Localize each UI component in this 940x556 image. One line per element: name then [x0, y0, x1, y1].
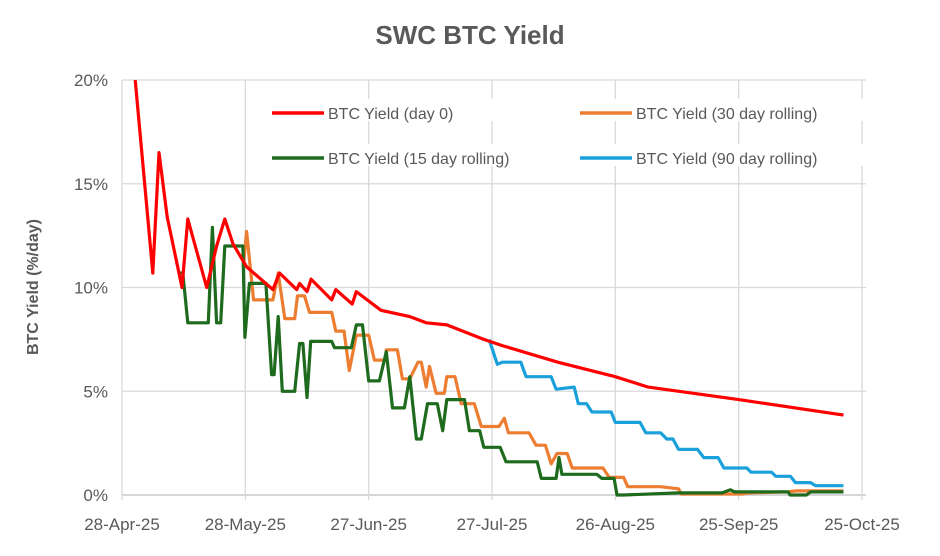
x-tick-label: 28-Apr-25 — [84, 515, 160, 534]
x-axis-ticks: 28-Apr-25 28-May-25 27-Jun-25 27-Jul-25 26-A… — [84, 515, 900, 534]
legend-bg — [270, 144, 580, 166]
legend-bg — [578, 144, 888, 166]
legend-entry: BTC Yield (30 day rolling) — [636, 106, 817, 123]
legend-entry: BTC Yield (90 day rolling) — [636, 151, 817, 168]
y-tick-label: 5% — [83, 382, 108, 401]
series-lines — [133, 79, 844, 497]
series-line-1 — [241, 229, 844, 496]
legend-bg — [270, 99, 580, 121]
legend-entry: BTC Yield (day 0) — [328, 106, 453, 123]
legend-bg — [578, 99, 888, 121]
x-tick-label: 27-Jul-25 — [457, 515, 528, 534]
series-line-3 — [487, 338, 844, 488]
y-tick-label: 10% — [74, 279, 108, 298]
y-axis-ticks: 0% 5% 10% 15% 20% — [74, 71, 108, 505]
legend: BTC Yield (day 0) BTC Yield (30 day rolli… — [270, 99, 888, 168]
series-line-2 — [177, 225, 844, 497]
x-tick-label: 25-Oct-25 — [824, 515, 900, 534]
legend-entry: BTC Yield (15 day rolling) — [328, 151, 509, 168]
chart-title: SWC BTC Yield — [375, 20, 564, 50]
series-line-0 — [133, 79, 844, 417]
x-tick-label: 27-Jun-25 — [330, 515, 407, 534]
y-tick-label: 15% — [74, 175, 108, 194]
y-tick-label: 20% — [74, 71, 108, 90]
x-tick-label: 26-Aug-25 — [576, 515, 655, 534]
y-tick-label: 0% — [83, 486, 108, 505]
y-axis-label: BTC Yield (%/day) — [25, 219, 42, 355]
x-tick-label: 25-Sep-25 — [699, 515, 778, 534]
x-tick-label: 28-May-25 — [205, 515, 286, 534]
gridlines — [121, 79, 866, 500]
